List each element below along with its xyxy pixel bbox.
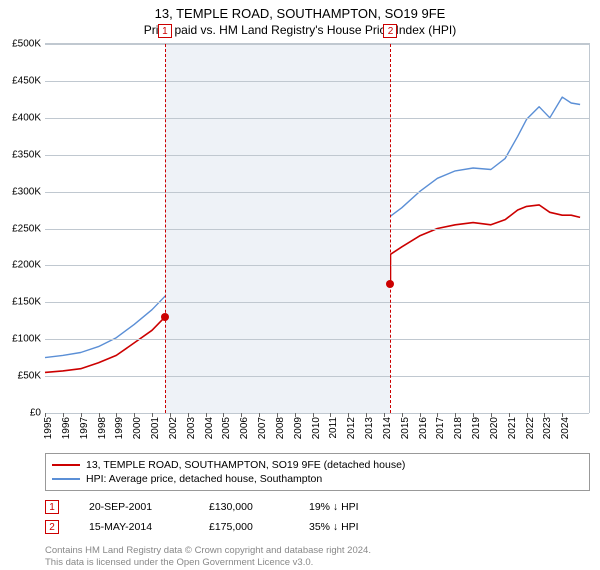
x-axis-label: 2014 xyxy=(382,417,393,439)
x-axis-label: 2011 xyxy=(328,417,339,439)
x-axis-label: 2013 xyxy=(364,417,375,439)
x-axis-label: 2012 xyxy=(346,417,357,439)
legend: 13, TEMPLE ROAD, SOUTHAMPTON, SO19 9FE (… xyxy=(45,453,590,491)
x-axis-label: 2003 xyxy=(186,417,197,439)
y-axis-label: £500K xyxy=(12,39,41,50)
sale-marker-badge: 1 xyxy=(158,24,172,38)
chart-title: 13, TEMPLE ROAD, SOUTHAMPTON, SO19 9FE xyxy=(0,0,600,21)
y-axis-label: £200K xyxy=(12,260,41,271)
sale-date: 20-SEP-2001 xyxy=(89,501,179,513)
x-axis-label: 2016 xyxy=(418,417,429,439)
x-axis-label: 2004 xyxy=(204,417,215,439)
plot-region: £0£50K£100K£150K£200K£250K£300K£350K£400… xyxy=(45,43,590,413)
gridline xyxy=(45,44,589,45)
x-axis-label: 2023 xyxy=(542,417,553,439)
sale-price: £130,000 xyxy=(209,501,279,513)
x-axis-label: 2018 xyxy=(453,417,464,439)
x-axis-label: 1999 xyxy=(114,417,125,439)
gridline xyxy=(45,413,589,414)
chart-subtitle: Price paid vs. HM Land Registry's House … xyxy=(0,21,600,43)
gridline xyxy=(45,155,589,156)
y-axis-label: £300K xyxy=(12,186,41,197)
sale-date: 15-MAY-2014 xyxy=(89,521,179,533)
chart-area: £0£50K£100K£150K£200K£250K£300K£350K£400… xyxy=(45,43,590,413)
gridline xyxy=(45,81,589,82)
x-axis-label: 2009 xyxy=(293,417,304,439)
x-axis-label: 1995 xyxy=(43,417,54,439)
legend-row: 13, TEMPLE ROAD, SOUTHAMPTON, SO19 9FE (… xyxy=(52,458,583,472)
y-axis-label: £400K xyxy=(12,112,41,123)
gridline xyxy=(45,376,589,377)
sale-row: 1 20-SEP-2001 £130,000 19% ↓ HPI xyxy=(45,497,590,517)
gridline xyxy=(45,265,589,266)
sale-marker-badge: 2 xyxy=(383,24,397,38)
x-axis-label: 1996 xyxy=(61,417,72,439)
gridline xyxy=(45,229,589,230)
y-axis-label: £350K xyxy=(12,149,41,160)
x-axis-label: 2006 xyxy=(239,417,250,439)
y-axis-label: £150K xyxy=(12,297,41,308)
legend-swatch xyxy=(52,478,80,480)
x-axis-label: 2005 xyxy=(221,417,232,439)
sale-marker-dot xyxy=(386,280,394,288)
x-axis-label: 2015 xyxy=(400,417,411,439)
sale-marker-dot xyxy=(161,313,169,321)
footer-line: This data is licensed under the Open Gov… xyxy=(45,557,590,569)
y-axis-label: £50K xyxy=(18,371,41,382)
sale-row: 2 15-MAY-2014 £175,000 35% ↓ HPI xyxy=(45,517,590,537)
legend-label: HPI: Average price, detached house, Sout… xyxy=(86,473,322,485)
x-axis-label: 2017 xyxy=(435,417,446,439)
legend-label: 13, TEMPLE ROAD, SOUTHAMPTON, SO19 9FE (… xyxy=(86,459,405,471)
gridline xyxy=(45,192,589,193)
sales-table: 1 20-SEP-2001 £130,000 19% ↓ HPI 2 15-MAY-201… xyxy=(45,497,590,537)
y-axis-label: £450K xyxy=(12,75,41,86)
legend-row: HPI: Average price, detached house, Sout… xyxy=(52,472,583,486)
x-axis-label: 2002 xyxy=(168,417,179,439)
gridline xyxy=(45,118,589,119)
y-axis-label: £250K xyxy=(12,223,41,234)
y-axis-label: £0 xyxy=(30,408,41,419)
x-axis-label: 2000 xyxy=(132,417,143,439)
x-axis-label: 1997 xyxy=(79,417,90,439)
sale-marker-line xyxy=(165,44,166,413)
x-axis-label: 2008 xyxy=(275,417,286,439)
x-axis-label: 2001 xyxy=(150,417,161,439)
footer-line: Contains HM Land Registry data © Crown c… xyxy=(45,545,590,557)
sale-delta: 35% ↓ HPI xyxy=(309,521,399,533)
sale-row-badge: 2 xyxy=(45,520,59,534)
x-axis-label: 1998 xyxy=(97,417,108,439)
footer-attribution: Contains HM Land Registry data © Crown c… xyxy=(45,545,590,570)
sale-delta: 19% ↓ HPI xyxy=(309,501,399,513)
sale-marker-line xyxy=(390,44,391,413)
x-axis-label: 2022 xyxy=(525,417,536,439)
x-axis-label: 2024 xyxy=(560,417,571,439)
sale-row-badge: 1 xyxy=(45,500,59,514)
sale-price: £175,000 xyxy=(209,521,279,533)
x-axis-label: 2020 xyxy=(489,417,500,439)
x-axis-label: 2010 xyxy=(311,417,322,439)
legend-swatch xyxy=(52,464,80,466)
gridline xyxy=(45,302,589,303)
x-axis-label: 2019 xyxy=(471,417,482,439)
gridline xyxy=(45,339,589,340)
y-axis-label: £100K xyxy=(12,334,41,345)
x-axis-label: 2021 xyxy=(507,417,518,439)
chart-container: 13, TEMPLE ROAD, SOUTHAMPTON, SO19 9FE P… xyxy=(0,0,600,560)
x-axis-label: 2007 xyxy=(257,417,268,439)
